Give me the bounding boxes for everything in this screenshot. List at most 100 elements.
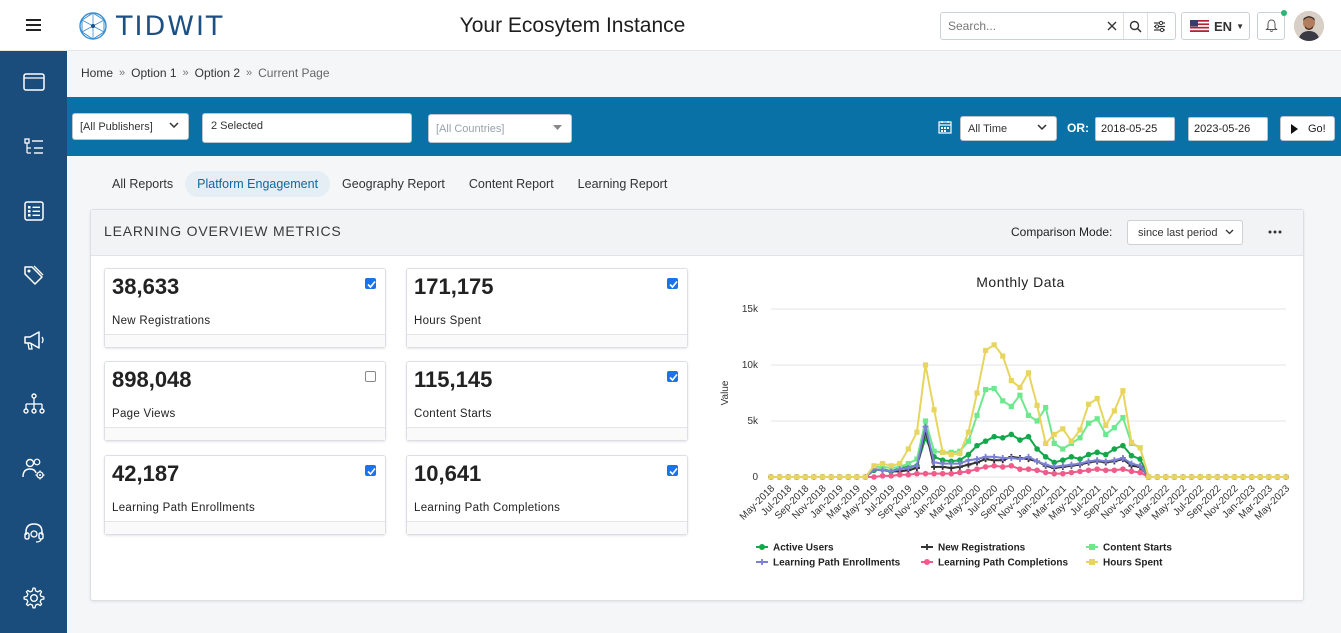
metric-value: 115,145: [414, 367, 493, 392]
metric-card-hours-spent: 171,175 Hours Spent: [406, 268, 688, 348]
data-point: [879, 473, 886, 479]
comparison-mode-value: since last period: [1138, 227, 1218, 239]
tab-geography-report[interactable]: Geography Report: [342, 176, 445, 191]
data-point: [974, 390, 980, 396]
tab-content-report[interactable]: Content Report: [468, 176, 554, 191]
series-line: [771, 387, 1286, 478]
sidebar-item-hierarchy[interactable]: [0, 379, 67, 429]
sidebar: [0, 51, 67, 633]
sidebar-item-tags[interactable]: [0, 250, 67, 300]
data-point: [879, 460, 886, 467]
users-gear-icon: [21, 457, 47, 481]
data-point: [1068, 461, 1075, 468]
megaphone-icon: [22, 328, 46, 352]
sidebar-item-lists[interactable]: [0, 122, 67, 172]
clear-search-icon[interactable]: [1099, 13, 1123, 39]
time-range-select[interactable]: All Time: [960, 116, 1057, 141]
data-point: [1077, 456, 1083, 462]
app-title: Your Ecosytem Instance: [459, 14, 686, 37]
user-avatar[interactable]: [1294, 11, 1324, 41]
sidebar-item-support[interactable]: [0, 508, 67, 558]
data-point: [1137, 462, 1144, 469]
data-point: [1103, 422, 1109, 429]
sidebar-item-dashboard[interactable]: [0, 57, 67, 107]
tab-platform-engagement[interactable]: Platform Engagement: [185, 170, 331, 197]
publishers-select[interactable]: [All Publishers]: [72, 113, 189, 140]
data-point: [1008, 463, 1015, 469]
data-point: [888, 463, 894, 469]
sidebar-item-users[interactable]: [0, 444, 67, 494]
metric-value: 38,633: [112, 274, 180, 299]
sidebar-item-settings[interactable]: [0, 573, 67, 623]
data-point: [974, 412, 980, 418]
y-axis-label: Value: [720, 380, 731, 405]
panel-header: LEARNING OVERVIEW METRICS Comparison Mod…: [91, 210, 1303, 256]
data-point: [1094, 449, 1100, 456]
legend-label: Content Starts: [1103, 543, 1172, 554]
data-point: [1008, 454, 1015, 461]
start-date-input[interactable]: 2018-05-25: [1095, 117, 1175, 141]
metric-checkbox[interactable]: [365, 465, 376, 476]
y-tick-label: 15k: [742, 304, 759, 315]
data-point: [1051, 440, 1057, 446]
tab-learning-report[interactable]: Learning Report: [577, 176, 668, 191]
notifications-button[interactable]: [1257, 12, 1285, 40]
us-flag-icon: [1190, 20, 1209, 32]
end-date-input[interactable]: 2023-05-26: [1188, 117, 1268, 141]
metric-value: 42,187: [112, 461, 180, 486]
metric-checkbox[interactable]: [365, 371, 376, 382]
hamburger-menu-icon[interactable]: [22, 14, 46, 36]
data-point: [982, 453, 989, 460]
data-point: [1154, 474, 1160, 480]
data-point: [1025, 466, 1032, 472]
data-point: [862, 474, 869, 480]
data-point: [879, 464, 886, 470]
data-point: [1137, 456, 1143, 462]
search-icon[interactable]: [1123, 13, 1147, 39]
metric-checkbox[interactable]: [667, 371, 678, 382]
brand-logo[interactable]: TIDWIT: [78, 9, 224, 43]
list-tree-icon: [22, 136, 46, 158]
top-bar: TIDWIT Your Ecosytem Instance EN ▼: [0, 0, 1341, 51]
legend-swatch-marker: [759, 544, 765, 550]
sidebar-item-checklist[interactable]: [0, 186, 67, 236]
metric-checkbox[interactable]: [667, 465, 678, 476]
breadcrumb-option-1[interactable]: Option 1: [131, 66, 177, 80]
calendar-icon[interactable]: [938, 120, 952, 134]
countries-select[interactable]: [All Countries]: [428, 114, 572, 143]
go-button-label: Go!: [1308, 122, 1326, 135]
selection-field[interactable]: 2 Selected: [202, 113, 412, 143]
data-point: [871, 474, 877, 480]
data-point: [956, 460, 963, 467]
data-point: [896, 466, 903, 473]
language-selector[interactable]: EN ▼: [1181, 12, 1250, 40]
search-input[interactable]: [941, 14, 1099, 38]
breadcrumb-home[interactable]: Home: [81, 66, 114, 80]
data-point: [1102, 458, 1109, 465]
data-point: [1128, 439, 1135, 445]
caret-down-icon: [553, 125, 562, 131]
data-point: [1283, 474, 1289, 480]
go-button[interactable]: Go!: [1280, 116, 1335, 141]
legend-swatch-marker: [924, 544, 930, 550]
breadcrumb-option-2[interactable]: Option 2: [194, 66, 241, 80]
comparison-mode-select[interactable]: since last period: [1127, 220, 1243, 245]
metric-checkbox[interactable]: [365, 278, 376, 289]
panel-title: LEARNING OVERVIEW METRICS: [104, 223, 342, 239]
data-point: [939, 457, 946, 463]
data-point: [1043, 440, 1049, 446]
selection-field-value: 2 Selected: [211, 120, 263, 132]
more-options-icon[interactable]: [1265, 222, 1285, 242]
tab-all-reports[interactable]: All Reports: [112, 176, 174, 191]
metric-checkbox[interactable]: [667, 278, 678, 289]
metric-value: 171,175: [414, 274, 494, 299]
data-point: [982, 464, 989, 470]
filter-sliders-icon[interactable]: [1147, 13, 1171, 39]
data-point: [1085, 451, 1092, 458]
breadcrumb-separator: »: [246, 67, 253, 79]
data-point: [948, 460, 955, 467]
data-point: [1000, 398, 1006, 404]
data-point: [776, 474, 783, 480]
sidebar-item-announcements[interactable]: [0, 315, 67, 365]
data-point: [1042, 461, 1049, 468]
